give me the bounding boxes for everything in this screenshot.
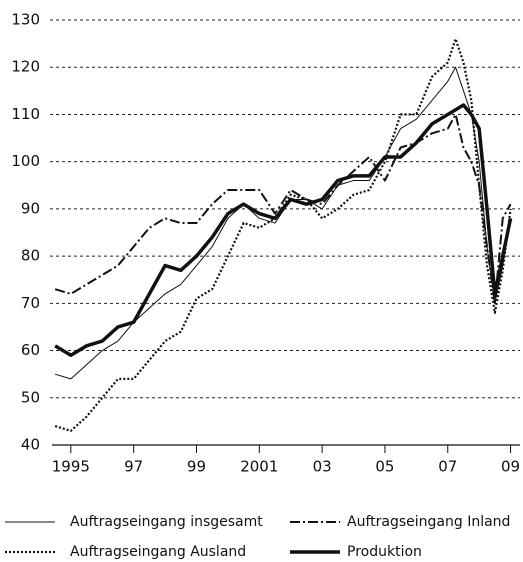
y-tick-label: 130 <box>11 11 40 29</box>
x-tick-label: 07 <box>438 458 457 476</box>
x-tick-label: 05 <box>375 458 394 476</box>
x-tick-label: 03 <box>313 458 332 476</box>
y-tick-label: 40 <box>21 436 40 454</box>
series-line <box>54 66 512 380</box>
y-tick-label: 50 <box>21 388 40 406</box>
y-tick-label: 70 <box>21 294 40 312</box>
legend-label: Produktion <box>347 544 422 560</box>
legend-label: Auftragseingang Inland <box>347 514 510 530</box>
series-line <box>54 103 513 358</box>
x-tick-label: 2001 <box>240 458 278 476</box>
series-line <box>54 37 512 432</box>
y-tick-label: 100 <box>11 152 40 170</box>
legend-label: Auftragseingang Ausland <box>70 544 246 560</box>
y-tick-label: 110 <box>11 105 40 123</box>
legend-label: Auftragseingang insgesamt <box>70 514 263 530</box>
x-tick-label: 09 <box>501 458 520 476</box>
x-tick-label: 97 <box>124 458 143 476</box>
x-tick-label: 99 <box>187 458 206 476</box>
y-tick-label: 60 <box>21 341 40 359</box>
y-tick-label: 80 <box>21 247 40 265</box>
y-tick-label: 120 <box>11 58 40 76</box>
x-tick-label: 1995 <box>52 458 90 476</box>
y-tick-label: 90 <box>21 199 40 217</box>
